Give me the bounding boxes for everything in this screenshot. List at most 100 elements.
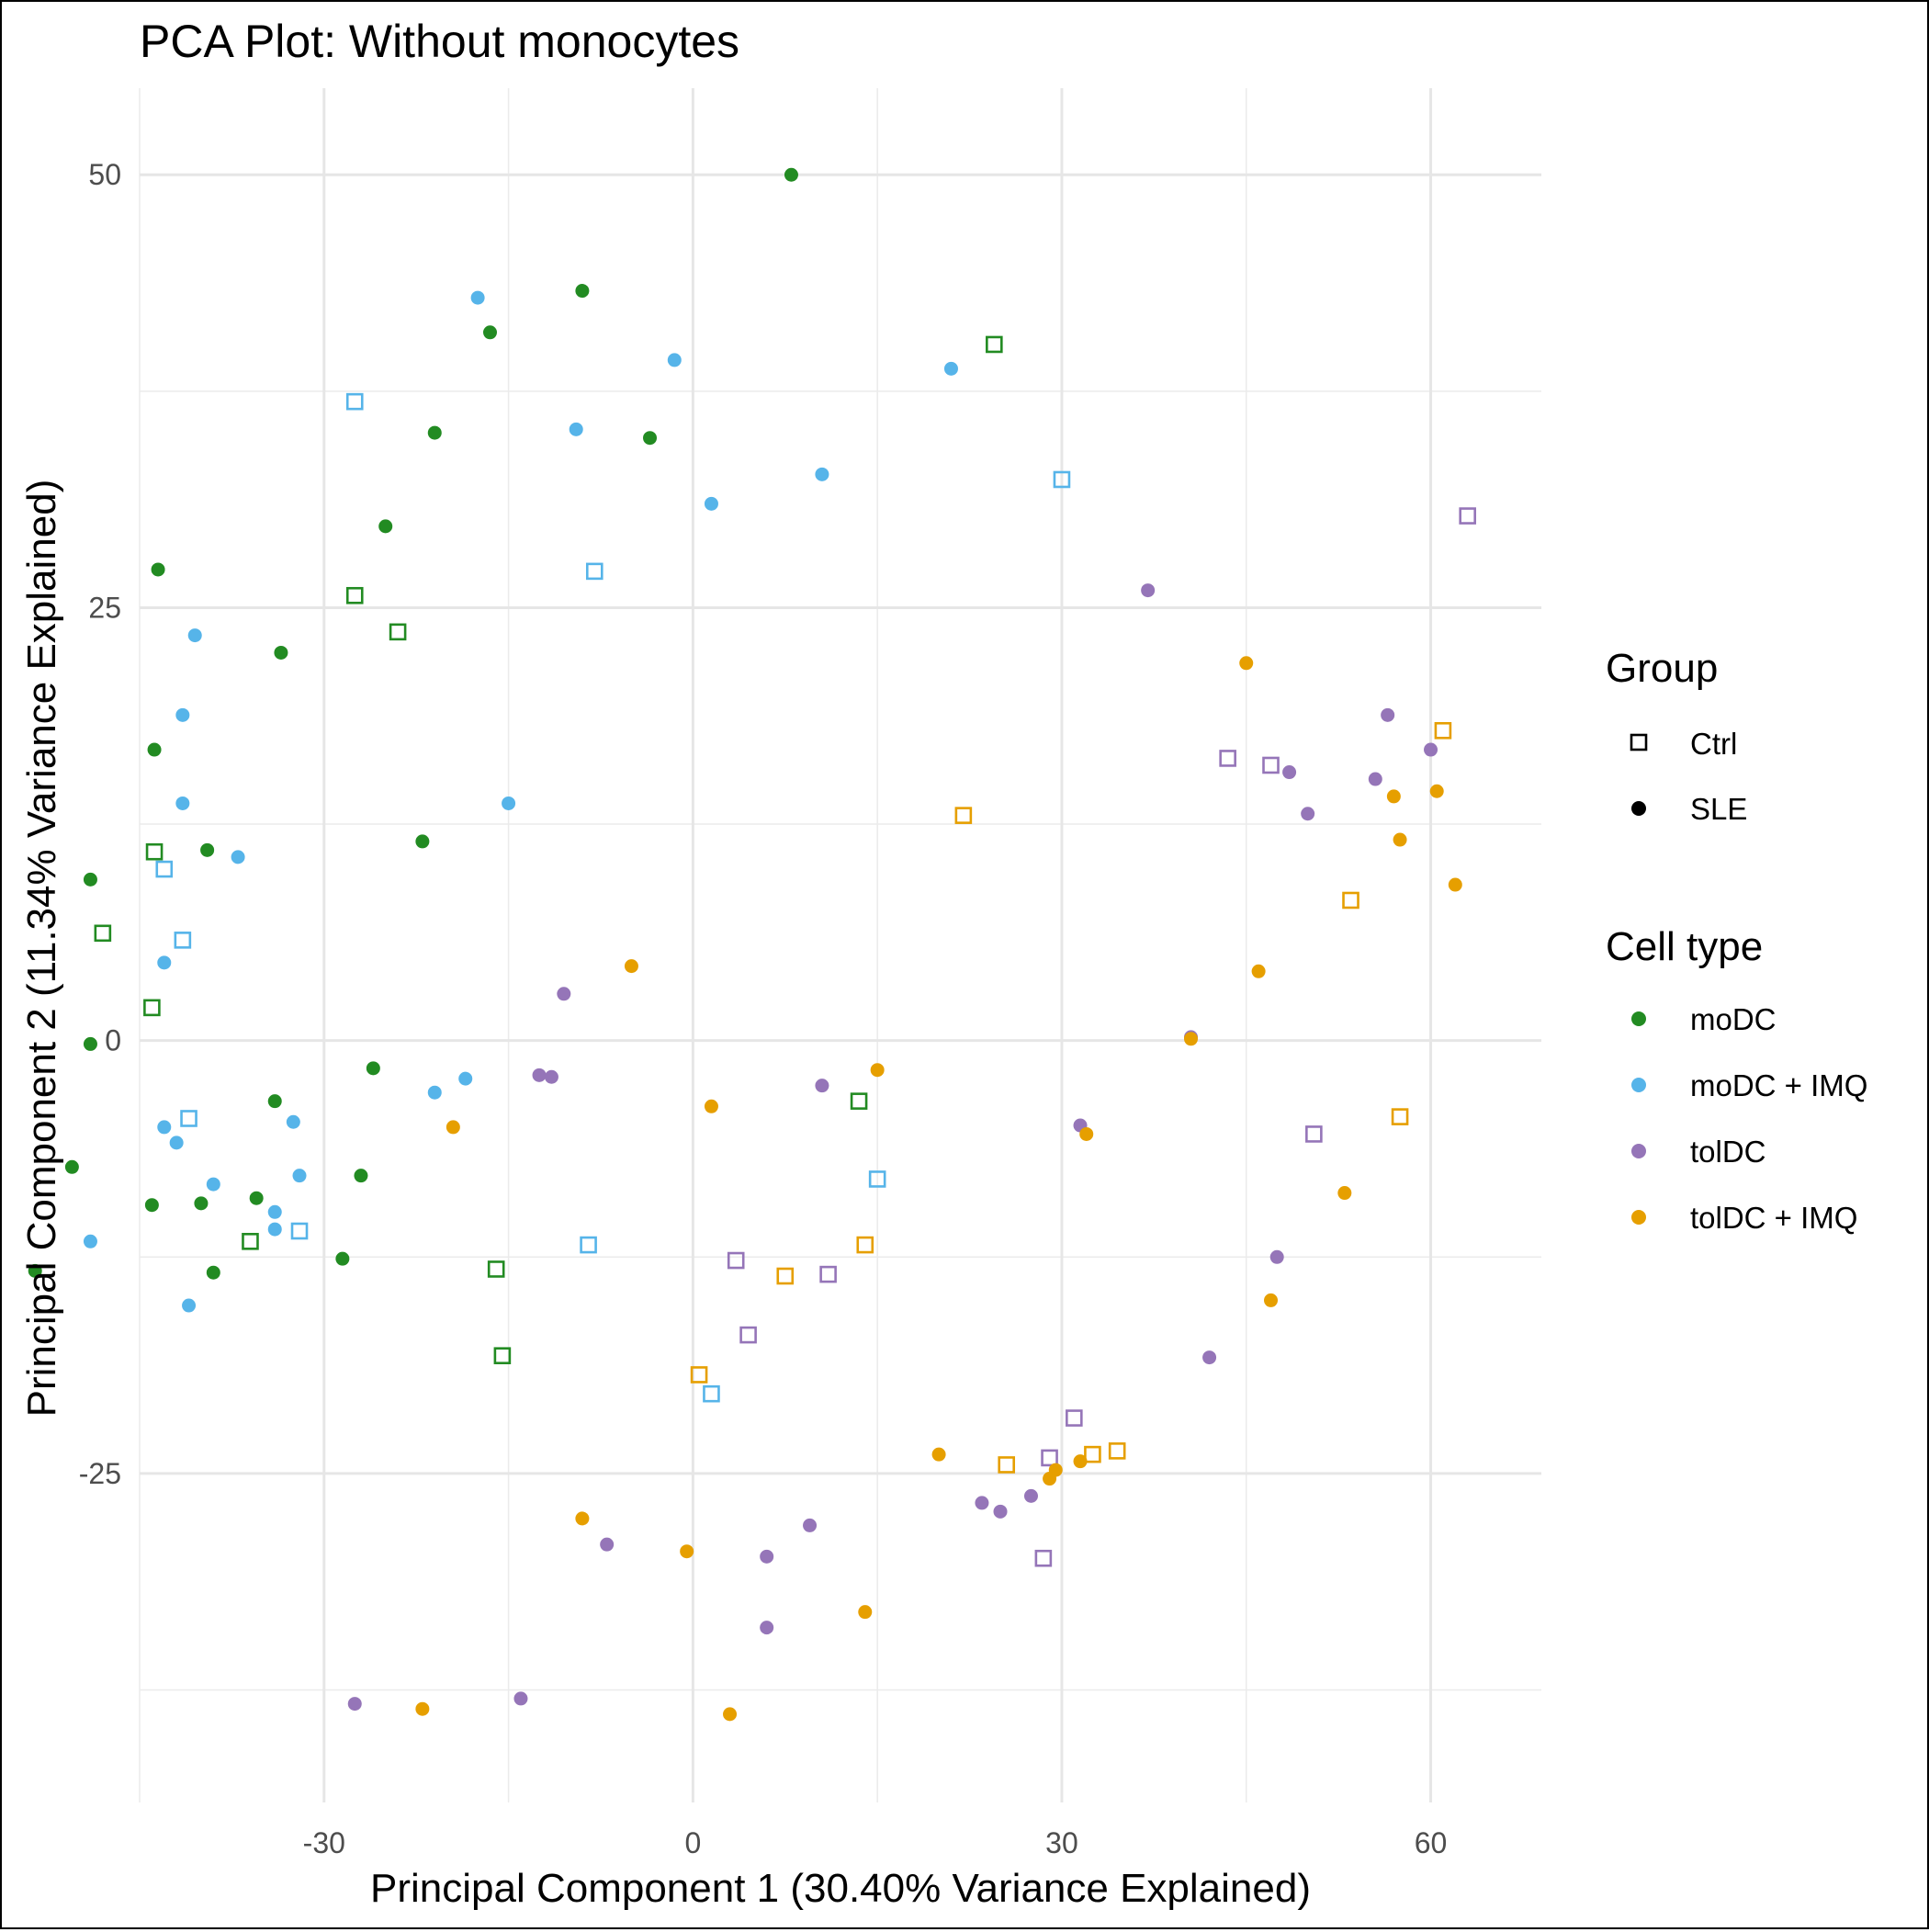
- toldc-imq-sle-point: [446, 1120, 460, 1135]
- modc-ctrl-point: [493, 1347, 512, 1365]
- modc-sle-point: [378, 519, 393, 534]
- toldc-sle-point: [557, 987, 571, 1001]
- modc-imq-ctrl-point: [345, 392, 364, 411]
- modc-ctrl-point: [94, 924, 112, 943]
- modc-imq-sle-point: [175, 707, 190, 722]
- x-tick-label: 30: [1045, 1826, 1078, 1859]
- toldc-imq-sle-point: [931, 1447, 946, 1462]
- legend-group-item-ctrl: Ctrl: [1690, 727, 1737, 761]
- toldc-sle-point: [815, 1079, 829, 1093]
- y-tick-label: 25: [88, 591, 121, 624]
- modc-imq-sle-point: [175, 796, 190, 810]
- toldc-imq-ctrl-point: [1084, 1445, 1101, 1463]
- toldc-imq-sle-point: [1073, 1454, 1088, 1469]
- toldc-sle-point: [1301, 807, 1315, 821]
- toldc-imq-ctrl-point: [690, 1366, 708, 1384]
- modc-ctrl-point: [242, 1233, 259, 1250]
- modc-sle-point: [151, 562, 165, 577]
- modc-ctrl-point: [143, 999, 161, 1017]
- modc-imq-sle-point: [206, 1177, 220, 1192]
- modc-sle-point: [575, 284, 590, 299]
- toldc-sle-point: [1202, 1350, 1217, 1365]
- modc-imq-ctrl-point: [703, 1384, 720, 1403]
- modc-imq-sle-point: [502, 796, 516, 810]
- modc-sle-point: [206, 1265, 220, 1280]
- toldc-ctrl-point: [1066, 1409, 1083, 1427]
- toldc-imq-sle-point: [1239, 656, 1254, 671]
- modc-ctrl-point: [986, 335, 1003, 354]
- modc-sle-point: [83, 872, 97, 887]
- modc-sle-point: [274, 645, 288, 660]
- modc-sle-point: [147, 742, 162, 757]
- legend-group-title: Group: [1606, 646, 1718, 691]
- toldc-imq-sle-point: [1393, 832, 1407, 847]
- toldc-imq-ctrl-point: [856, 1236, 874, 1254]
- toldc-imq-sle-point: [1429, 784, 1444, 798]
- legend-cell-type-modc-imq: moDC + IMQ: [1690, 1068, 1867, 1102]
- x-tick-label: 0: [684, 1826, 701, 1859]
- toldc-imq-sle-point: [1184, 1032, 1198, 1046]
- toldc-sle-point: [1368, 772, 1382, 786]
- toldc-imq-ctrl-point: [776, 1267, 795, 1285]
- toldc-sle-point: [803, 1518, 818, 1532]
- modc-imq-sle-point: [286, 1114, 300, 1129]
- toldc-ctrl-point: [1034, 1549, 1053, 1567]
- modc-ctrl-point: [487, 1260, 505, 1278]
- modc-imq-sle-point: [187, 628, 202, 643]
- modc-imq-circle-icon: [1631, 1078, 1646, 1092]
- toldc-imq-sle-point: [1079, 1126, 1094, 1141]
- modc-sle-point: [144, 1198, 159, 1213]
- modc-imq-sle-point: [815, 467, 829, 481]
- y-tick-label: -25: [79, 1457, 121, 1490]
- toldc-imq-sle-point: [624, 959, 638, 974]
- toldc-sle-point: [532, 1068, 547, 1082]
- modc-sle-point: [784, 167, 798, 182]
- modc-imq-ctrl-point: [290, 1222, 309, 1240]
- data-points: [28, 167, 1476, 1722]
- toldc-ctrl-point: [1305, 1125, 1323, 1143]
- modc-imq-ctrl-point: [180, 1110, 197, 1127]
- toldc-sle-point: [1023, 1488, 1038, 1503]
- modc-imq-sle-point: [267, 1204, 282, 1219]
- modc-imq-ctrl-point: [155, 860, 174, 878]
- modc-imq-sle-point: [182, 1298, 197, 1313]
- toldc-sle-point: [975, 1496, 989, 1510]
- modc-imq-ctrl-point: [585, 562, 604, 581]
- toldc-imq-ctrl-point: [998, 1456, 1016, 1474]
- toldc-imq-ctrl-point: [954, 807, 973, 824]
- toldc-sle-point: [993, 1504, 1008, 1519]
- legend-cell-type-title: Cell type: [1606, 924, 1763, 969]
- x-tick-label: -30: [303, 1826, 345, 1859]
- toldc-imq-sle-point: [1386, 789, 1401, 804]
- toldc-sle-point: [760, 1621, 774, 1635]
- modc-imq-sle-point: [943, 361, 958, 376]
- toldc-ctrl-point: [1262, 756, 1280, 774]
- ctrl-square-icon: [1630, 733, 1648, 751]
- sle-circle-icon: [1631, 801, 1646, 816]
- toldc-sle-point: [1282, 765, 1297, 780]
- toldc-imq-ctrl-point: [1108, 1442, 1126, 1460]
- toldc-sle-point: [513, 1691, 528, 1706]
- toldc-sle-point: [347, 1697, 362, 1712]
- modc-ctrl-point: [389, 623, 407, 641]
- modc-imq-sle-point: [169, 1135, 184, 1150]
- y-tick-label: 50: [88, 158, 121, 191]
- modc-imq-sle-point: [292, 1169, 307, 1183]
- toldc-imq-sle-point: [723, 1707, 738, 1722]
- toldc-ctrl-point: [727, 1251, 745, 1270]
- modc-sle-point: [643, 431, 658, 446]
- legend-cell-type-toldc: tolDC: [1690, 1135, 1766, 1169]
- toldc-sle-point: [544, 1069, 558, 1084]
- toldc-circle-icon: [1631, 1144, 1646, 1158]
- modc-sle-point: [64, 1159, 79, 1174]
- modc-imq-sle-point: [667, 353, 682, 367]
- toldc-ctrl-point: [819, 1265, 837, 1283]
- toldc-imq-sle-point: [1448, 877, 1462, 892]
- toldc-sle-point: [1381, 707, 1395, 722]
- modc-sle-point: [267, 1094, 282, 1109]
- modc-sle-point: [249, 1191, 264, 1205]
- toldc-ctrl-point: [739, 1326, 757, 1344]
- toldc-imq-sle-point: [704, 1099, 718, 1113]
- modc-sle-point: [427, 425, 442, 440]
- tick-labels: -30 0 30 60 -25 0 25 50: [79, 158, 1448, 1859]
